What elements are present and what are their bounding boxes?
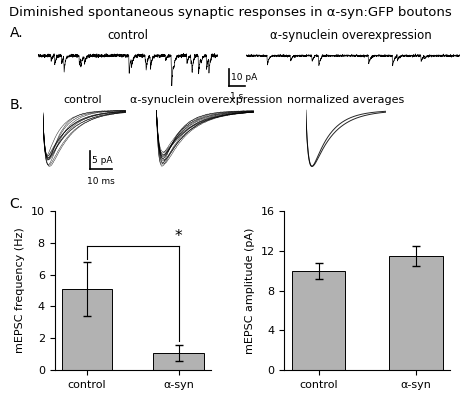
Text: normalized averages: normalized averages <box>287 96 405 105</box>
Text: *: * <box>175 229 182 244</box>
Text: control: control <box>108 29 148 42</box>
Bar <box>389 256 443 370</box>
Text: B.: B. <box>9 98 24 111</box>
Y-axis label: mEPSC amplitude (pA): mEPSC amplitude (pA) <box>245 227 255 354</box>
Text: control: control <box>64 96 102 105</box>
Text: A.: A. <box>9 26 23 40</box>
Text: α-synuclein overexpression: α-synuclein overexpression <box>270 29 432 42</box>
Text: 10 ms: 10 ms <box>87 177 115 186</box>
Y-axis label: mEPSC frequency (Hz): mEPSC frequency (Hz) <box>15 228 25 353</box>
Text: Diminished spontaneous synaptic responses in α-syn:GFP boutons: Diminished spontaneous synaptic response… <box>9 6 452 19</box>
Text: 10 pA: 10 pA <box>231 73 257 82</box>
Text: C.: C. <box>9 197 24 211</box>
Bar <box>62 289 112 370</box>
Bar <box>292 271 346 370</box>
Text: 1 s: 1 s <box>230 92 244 101</box>
Text: 5 pA: 5 pA <box>92 156 112 165</box>
Bar <box>154 353 204 370</box>
Text: α-synuclein overexpression: α-synuclein overexpression <box>130 96 283 105</box>
